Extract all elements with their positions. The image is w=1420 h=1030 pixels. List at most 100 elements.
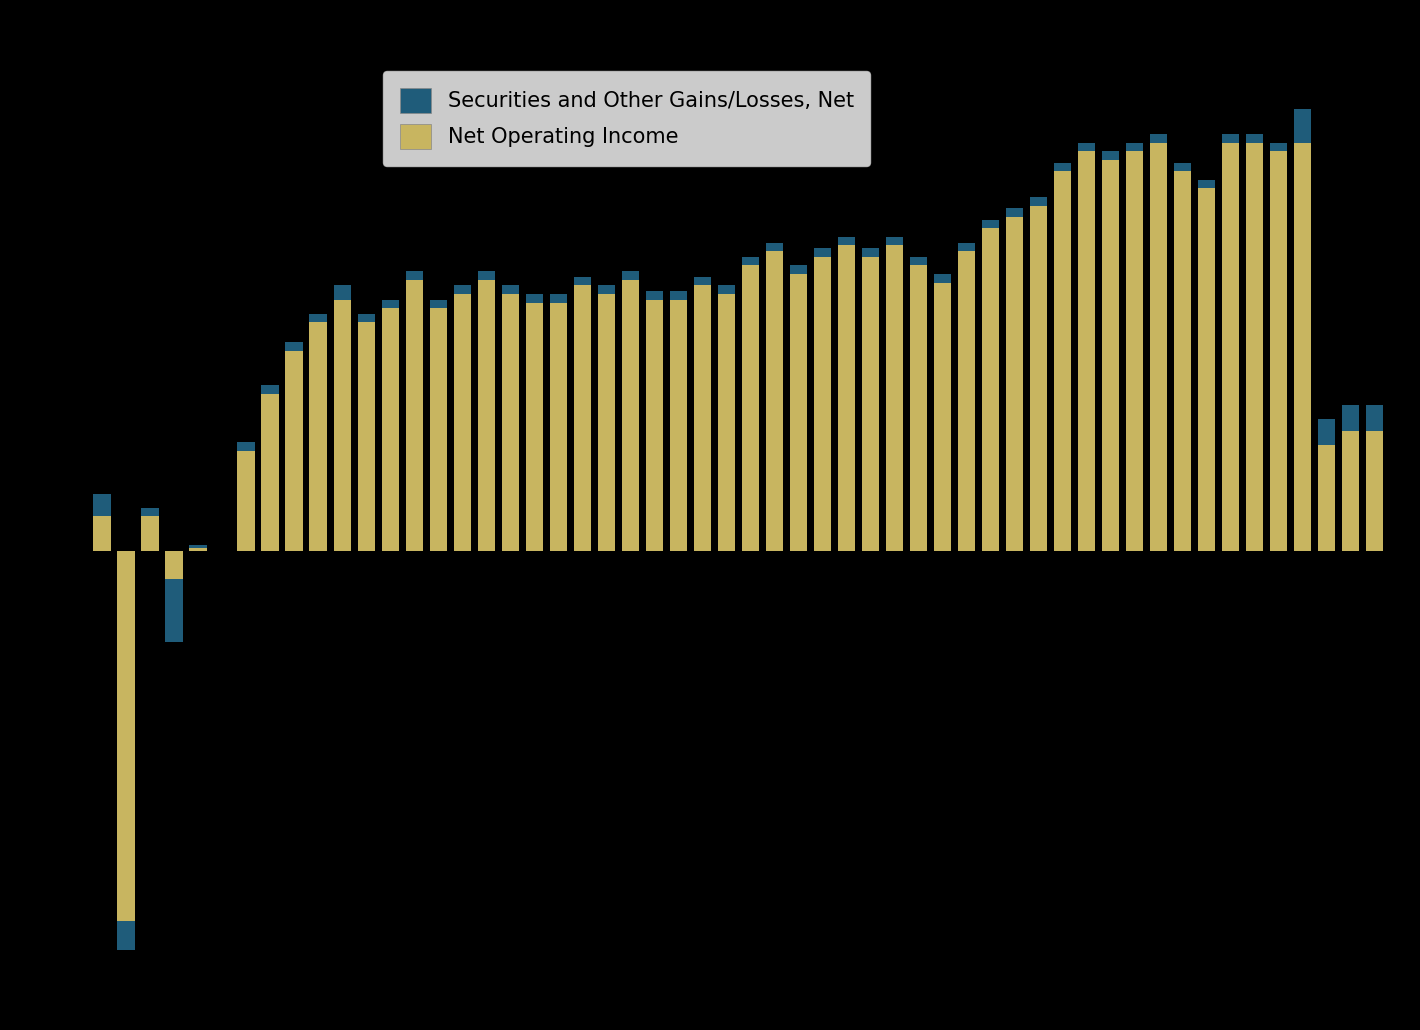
Bar xyxy=(1030,197,1047,206)
Bar xyxy=(237,442,254,451)
Bar xyxy=(981,229,1000,551)
Bar xyxy=(1342,405,1359,431)
Legend: Securities and Other Gains/Losses, Net, Net Operating Income: Securities and Other Gains/Losses, Net, … xyxy=(383,71,870,166)
Bar xyxy=(310,314,327,322)
Bar xyxy=(934,282,951,551)
Bar xyxy=(694,285,711,551)
Bar xyxy=(1366,431,1383,551)
Bar xyxy=(1150,143,1167,551)
Bar xyxy=(1005,208,1024,217)
Bar xyxy=(285,342,302,351)
Bar xyxy=(382,308,399,551)
Bar xyxy=(1198,188,1216,551)
Bar xyxy=(118,551,135,922)
Bar xyxy=(1126,151,1143,551)
Bar xyxy=(646,300,663,551)
Bar xyxy=(1102,160,1119,551)
Bar xyxy=(1102,151,1119,160)
Bar xyxy=(598,294,615,551)
Bar xyxy=(501,285,518,294)
Bar xyxy=(934,274,951,282)
Bar xyxy=(1030,206,1047,551)
Bar xyxy=(1294,143,1312,551)
Bar xyxy=(165,579,183,642)
Bar xyxy=(959,243,976,251)
Bar xyxy=(501,294,518,551)
Bar xyxy=(717,294,736,551)
Bar xyxy=(670,300,687,551)
Bar xyxy=(1054,171,1071,551)
Bar xyxy=(959,251,976,551)
Bar xyxy=(862,248,879,256)
Bar xyxy=(382,300,399,308)
Bar xyxy=(142,508,159,516)
Bar xyxy=(814,248,831,256)
Bar xyxy=(1223,134,1240,143)
Bar xyxy=(1078,151,1095,551)
Bar xyxy=(550,294,567,303)
Bar xyxy=(790,266,807,274)
Bar xyxy=(237,451,254,551)
Bar xyxy=(1174,171,1191,551)
Bar xyxy=(525,294,542,303)
Bar xyxy=(1366,405,1383,431)
Bar xyxy=(285,351,302,551)
Bar xyxy=(622,271,639,280)
Bar xyxy=(886,237,903,245)
Bar xyxy=(142,508,159,551)
Bar xyxy=(550,303,567,551)
Bar xyxy=(910,266,927,551)
Bar xyxy=(765,251,782,551)
Bar xyxy=(790,274,807,551)
Bar xyxy=(453,285,471,294)
Bar xyxy=(525,303,542,551)
Bar xyxy=(1078,143,1095,151)
Bar xyxy=(1005,217,1024,551)
Bar xyxy=(1318,445,1335,551)
Bar xyxy=(1342,431,1359,551)
Bar xyxy=(406,271,423,280)
Bar xyxy=(1054,163,1071,171)
Bar xyxy=(430,300,447,308)
Bar xyxy=(574,285,591,551)
Bar xyxy=(1174,163,1191,171)
Bar xyxy=(94,493,111,516)
Bar xyxy=(598,285,615,294)
Bar xyxy=(477,271,496,280)
Bar xyxy=(1247,134,1264,143)
Bar xyxy=(1198,180,1216,188)
Bar xyxy=(165,551,183,579)
Bar xyxy=(334,285,351,300)
Bar xyxy=(118,922,135,950)
Bar xyxy=(358,314,375,322)
Bar xyxy=(694,277,711,285)
Bar xyxy=(261,385,278,393)
Bar xyxy=(334,300,351,551)
Bar xyxy=(261,393,278,551)
Bar xyxy=(477,280,496,551)
Bar xyxy=(574,277,591,285)
Bar xyxy=(310,322,327,551)
Bar xyxy=(741,266,760,551)
Bar xyxy=(1150,134,1167,143)
Bar xyxy=(1269,143,1288,151)
Bar xyxy=(453,294,471,551)
Bar xyxy=(814,256,831,551)
Bar xyxy=(1294,108,1312,143)
Bar xyxy=(886,245,903,551)
Bar xyxy=(406,280,423,551)
Bar xyxy=(862,256,879,551)
Bar xyxy=(1223,143,1240,551)
Bar xyxy=(1269,151,1288,551)
Bar xyxy=(741,256,760,266)
Bar xyxy=(670,291,687,300)
Bar xyxy=(910,256,927,266)
Bar xyxy=(430,308,447,551)
Bar xyxy=(189,545,207,551)
Bar xyxy=(838,237,855,245)
Bar xyxy=(189,545,207,548)
Bar xyxy=(717,285,736,294)
Bar xyxy=(838,245,855,551)
Bar xyxy=(622,280,639,551)
Bar xyxy=(981,219,1000,229)
